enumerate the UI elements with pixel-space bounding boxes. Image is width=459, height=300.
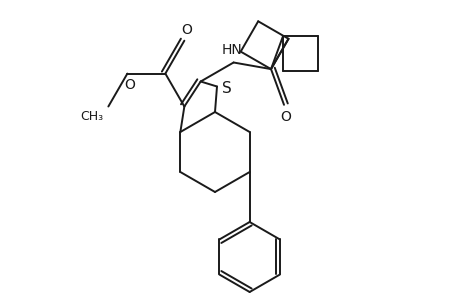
Text: O: O xyxy=(123,78,134,92)
Text: O: O xyxy=(180,23,191,37)
Text: HN: HN xyxy=(221,43,241,56)
Text: S: S xyxy=(222,81,231,96)
Text: O: O xyxy=(280,110,291,124)
Text: CH₃: CH₃ xyxy=(80,110,103,124)
